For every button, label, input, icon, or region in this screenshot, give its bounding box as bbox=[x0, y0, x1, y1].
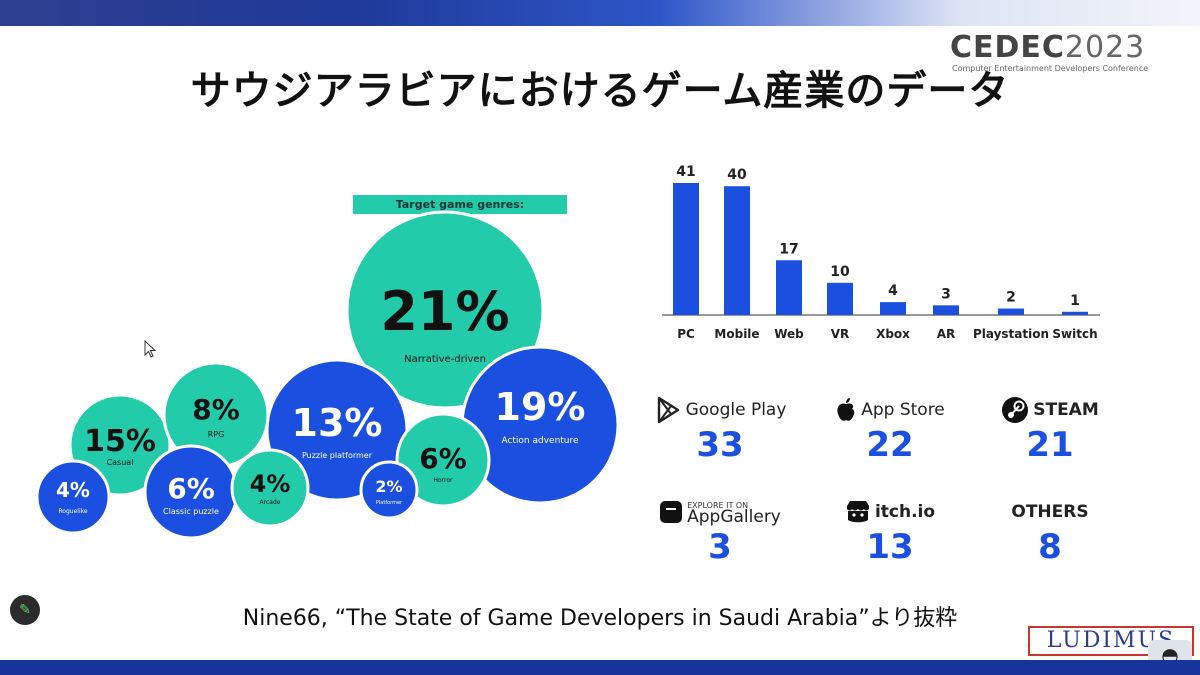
mouse-cursor-icon bbox=[144, 340, 156, 358]
bottom-banner bbox=[0, 660, 1200, 675]
platform-appgallery: EXPLORE IT ON AppGallery 3 bbox=[630, 497, 810, 567]
apple-icon bbox=[837, 398, 855, 421]
bubble-pct-casual: 15% bbox=[84, 424, 156, 459]
bubble-classic-puzzle: 6% Classic puzzle bbox=[143, 444, 239, 540]
bubble-pct-puzzle-platformer: 13% bbox=[292, 401, 383, 445]
platform-others: OTHERS 8 bbox=[960, 497, 1140, 567]
genre-chart-title: Target game genres: bbox=[353, 195, 567, 214]
bubble-arcade: 4%Arcade bbox=[230, 448, 310, 528]
bar-value-switch: 1 bbox=[1070, 293, 1080, 309]
bubble-label-roguelike: Roguelike bbox=[58, 508, 87, 515]
bubble-pct-narrative-driven: 21% bbox=[380, 280, 509, 343]
bar-switch bbox=[1062, 311, 1088, 315]
source-caption: Nine66, “The State of Game Developers in… bbox=[242, 606, 958, 631]
bubble-label-narrative-driven: Narrative-driven bbox=[404, 354, 486, 365]
bubble-label-rpg: RPG bbox=[208, 430, 225, 439]
bubble-circle-roguelike bbox=[35, 459, 111, 535]
bar-value-mobile: 40 bbox=[727, 167, 747, 183]
bar-vr bbox=[827, 282, 853, 315]
google-play-icon bbox=[657, 396, 679, 424]
genre-bubble-chart: 21% Narrative-driven 19% Action adventure 15… bbox=[35, 210, 620, 540]
others-count: 8 bbox=[1038, 527, 1062, 567]
bubble-narrative-driven: 21% Narrative-driven bbox=[345, 210, 545, 410]
platform-google-play: Google Play 33 bbox=[630, 395, 810, 465]
bar-pc bbox=[673, 183, 699, 315]
cedec-logo-subtitle: Computer Entertainment Developers Confer… bbox=[952, 64, 1149, 73]
bubble-label-platformer: Platformer bbox=[376, 500, 403, 506]
bar-label-vr: VR bbox=[831, 327, 850, 341]
bar-label-xbox: Xbox bbox=[876, 327, 910, 341]
bar-value-playstation: 2 bbox=[1006, 290, 1016, 306]
appgallery-label: AppGallery bbox=[687, 506, 781, 527]
bubble-pct-horror: 6% bbox=[419, 442, 467, 475]
bubble-label-casual: Casual bbox=[107, 458, 134, 467]
bar-playstation bbox=[998, 308, 1024, 315]
cedec-logo: CEDEC2023 Computer Entertainment Develop… bbox=[950, 32, 1150, 74]
bubble-pct-platformer: 2% bbox=[375, 477, 402, 496]
bubble-pct-rpg: 8% bbox=[192, 393, 240, 426]
appgallery-explore-label: EXPLORE IT ON bbox=[687, 500, 749, 510]
bubble-label-action-adventure: Action adventure bbox=[501, 436, 579, 446]
bubble-roguelike: 4% Roguelike bbox=[35, 459, 111, 535]
bar-web bbox=[776, 260, 802, 315]
platform-bar-chart: 41 PC 40 Mobile 17 Web 10 VR 4 Xbox 3 AR 2 Playstatio… bbox=[662, 164, 1100, 341]
steam-count: 21 bbox=[1026, 425, 1074, 465]
bar-value-ar: 3 bbox=[941, 286, 951, 302]
huawei-icon bbox=[660, 501, 683, 523]
bubble-label-puzzle-platformer: Puzzle platformer bbox=[302, 451, 373, 460]
bubble-pct-roguelike: 4% bbox=[56, 478, 90, 502]
bar-value-xbox: 4 bbox=[888, 283, 898, 299]
bar-label-playstation: Playstation bbox=[973, 327, 1049, 341]
bar-mobile bbox=[724, 186, 750, 315]
google-play-count: 33 bbox=[696, 425, 744, 465]
itch-io-count: 13 bbox=[866, 527, 914, 567]
bar-ar bbox=[933, 305, 959, 315]
bar-value-web: 17 bbox=[779, 241, 798, 257]
bubble-pct-action-adventure: 19% bbox=[495, 385, 586, 429]
bar-label-web: Web bbox=[774, 327, 804, 341]
bar-label-ar: AR bbox=[937, 327, 956, 341]
bar-value-pc: 41 bbox=[676, 164, 695, 180]
bar-label-pc: PC bbox=[677, 327, 695, 341]
bar-xbox bbox=[880, 302, 906, 315]
pen-icon: ✎ bbox=[19, 602, 31, 618]
bubble-circle-horror bbox=[395, 412, 491, 508]
bubble-pct-classic-puzzle: 6% bbox=[167, 472, 215, 505]
bubble-pct-arcade: 4% bbox=[250, 470, 291, 498]
bubble-circle-narrative-driven bbox=[345, 210, 545, 410]
app-store-count: 22 bbox=[866, 425, 914, 465]
bubble-label-classic-puzzle: Classic puzzle bbox=[163, 507, 219, 516]
others-label: OTHERS bbox=[1011, 502, 1089, 522]
cedec-logo-year: 2023 bbox=[1064, 30, 1146, 65]
app-store-label: App Store bbox=[861, 400, 945, 420]
steam-icon bbox=[1002, 397, 1029, 423]
bubble-rpg: 8% RPG bbox=[162, 361, 270, 469]
bar-label-switch: Switch bbox=[1052, 327, 1097, 341]
bubble-label-horror: Horror bbox=[433, 477, 453, 484]
slide-title: サウジアラビアにおけるゲーム産業のデータ bbox=[190, 68, 1010, 114]
bubble-platformer: 2% Platformer bbox=[359, 460, 419, 520]
platform-itch-io: itch.io 13 bbox=[800, 497, 980, 567]
itch-io-label: itch.io bbox=[874, 502, 936, 522]
bubble-horror: 6% Horror bbox=[395, 412, 491, 508]
cedec-logo-text: CEDEC bbox=[950, 30, 1065, 65]
platform-app-store: App Store 22 bbox=[800, 395, 980, 465]
appgallery-count: 3 bbox=[708, 527, 732, 567]
bar-value-vr: 10 bbox=[830, 264, 850, 280]
steam-label: STEAM bbox=[1033, 400, 1099, 420]
platform-steam: STEAM 21 bbox=[960, 395, 1140, 465]
pen-tool-button[interactable]: ✎ bbox=[10, 595, 40, 625]
google-play-label: Google Play bbox=[685, 400, 787, 420]
bar-label-mobile: Mobile bbox=[714, 327, 759, 341]
bubble-label-arcade: Arcade bbox=[260, 499, 281, 506]
bubble-circle-platformer bbox=[359, 460, 419, 520]
bubble-circle-arcade bbox=[230, 448, 310, 528]
top-banner bbox=[0, 0, 1200, 26]
itch-io-icon bbox=[846, 501, 869, 523]
